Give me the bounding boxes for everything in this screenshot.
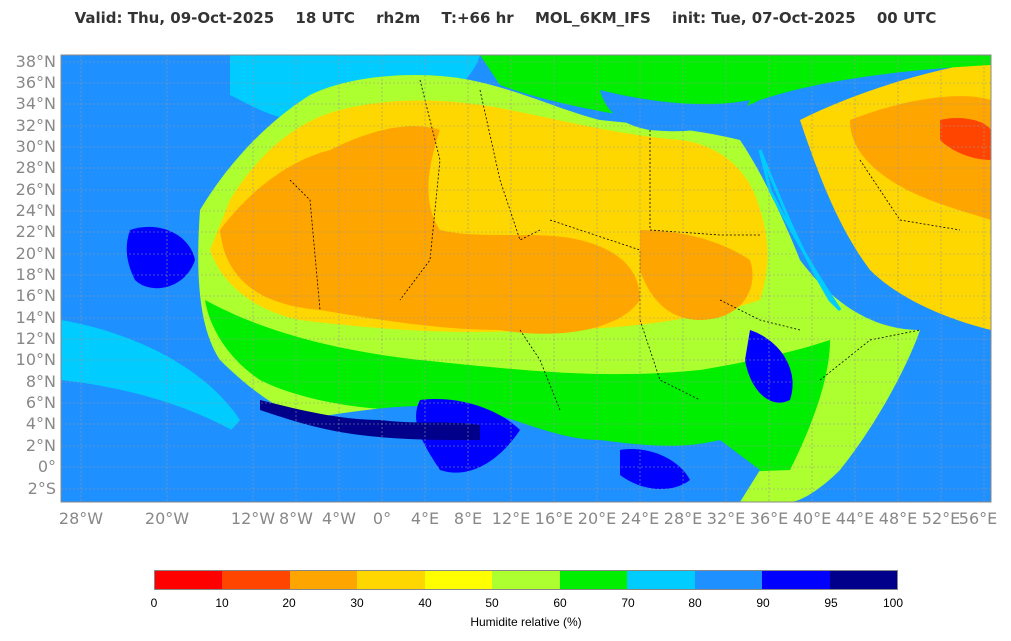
- lon-label: 20°E: [577, 509, 617, 528]
- lon-label: 56°E: [958, 509, 998, 528]
- high-humidity-cell: [745, 330, 793, 403]
- colorbar-tick: 90: [756, 596, 770, 610]
- lat-label: 18°N: [15, 265, 56, 284]
- lon-label: 4°W: [322, 509, 356, 528]
- init-time: 00 UTC: [876, 9, 937, 27]
- lon-label: 36°E: [749, 509, 789, 528]
- lat-label: 0°: [37, 457, 56, 476]
- colorbar-swatch: [492, 571, 560, 589]
- colorbar-tick: 20: [282, 596, 296, 610]
- lon-label: 24°E: [620, 509, 660, 528]
- init-date: init: Tue, 07-Oct-2025: [672, 9, 856, 27]
- colorbar-tick: 40: [418, 596, 432, 610]
- colorbar: [154, 570, 898, 590]
- lon-label: 8°W: [279, 509, 313, 528]
- ocean-humidity-patch: [61, 380, 320, 502]
- sahara-very-dry-core: [640, 230, 753, 320]
- lon-label: 4°E: [410, 509, 440, 528]
- colorbar-swatch: [289, 571, 358, 589]
- lat-label: 20°N: [15, 244, 56, 263]
- valid-time: 18 UTC: [295, 9, 355, 27]
- lat-label: 2°S: [27, 479, 56, 498]
- high-humidity-cell: [126, 226, 195, 289]
- lat-label: 22°N: [15, 222, 56, 241]
- lon-label: 20°W: [144, 509, 190, 528]
- lat-label: 4°N: [25, 414, 56, 433]
- lat-label: 2°N: [25, 436, 56, 455]
- red-sea: [758, 149, 842, 312]
- model-name: MOL_6KM_IFS: [534, 9, 651, 27]
- sahel-green-belt: [205, 300, 830, 480]
- lon-label: 44°E: [835, 509, 875, 528]
- lat-label: 16°N: [15, 286, 56, 305]
- sahara-very-dry-core: [220, 126, 640, 334]
- colorbar-tick: 10: [215, 596, 229, 610]
- lat-label: 36°N: [15, 73, 56, 92]
- lead-time: T:+66 hr: [441, 9, 514, 27]
- colorbar-tick: 50: [485, 596, 499, 610]
- lat-label: 26°N: [15, 180, 56, 199]
- lat-label: 6°N: [25, 393, 56, 412]
- colorbar-label: Humidite relative (%): [470, 615, 582, 629]
- colorbar-tick: 70: [621, 596, 635, 610]
- colorbar-tick: 0: [150, 596, 158, 610]
- lat-label: 8°N: [25, 372, 56, 391]
- colorbar-swatch: [357, 571, 425, 589]
- colorbar-swatch: [559, 571, 628, 589]
- arabia-very-dry-cell: [940, 118, 991, 160]
- colorbar-swatch: [694, 571, 763, 589]
- high-humidity-cell: [620, 449, 690, 490]
- valid-date: Valid: Thu, 09-Oct-2025: [74, 9, 275, 27]
- colorbar-tick: 80: [688, 596, 702, 610]
- colorbar-swatch: [155, 571, 223, 589]
- variable-name: rh2m: [376, 9, 421, 27]
- colorbar-swatch: [424, 571, 493, 589]
- graticule: [61, 55, 991, 502]
- lon-label: 52°E: [921, 509, 961, 528]
- coastal-saturation-band: [260, 400, 480, 440]
- colorbar-tick: 95: [824, 596, 838, 610]
- colorbar-swatch: [762, 571, 830, 589]
- lon-label: 28°W: [58, 509, 104, 528]
- colorbar-tick: 30: [350, 596, 364, 610]
- lon-label: 8°E: [453, 509, 483, 528]
- lon-label: 16°E: [534, 509, 574, 528]
- lon-label: 12°E: [491, 509, 531, 528]
- lat-label: 24°N: [15, 201, 56, 220]
- lat-label: 12°N: [15, 329, 56, 348]
- colorbar-swatch: [627, 571, 695, 589]
- lon-label: 40°E: [792, 509, 832, 528]
- ocean-humidity-patch: [79, 60, 240, 188]
- lat-label: 14°N: [15, 308, 56, 327]
- mediterranean-sea: [600, 90, 750, 132]
- map-frame: [60, 54, 992, 503]
- lat-label: 34°N: [15, 94, 56, 113]
- lat-label: 38°N: [15, 52, 56, 71]
- lat-label: 30°N: [15, 137, 56, 156]
- lat-label: 10°N: [15, 350, 56, 369]
- lon-label: 32°E: [706, 509, 746, 528]
- lon-label: 48°E: [878, 509, 918, 528]
- lon-label: 0°: [372, 509, 392, 528]
- lon-label: 28°E: [663, 509, 703, 528]
- colorbar-swatch: [222, 571, 290, 589]
- lat-label: 32°N: [15, 116, 56, 135]
- map-title: Valid: Thu, 09-Oct-2025 18 UTC rh2m T:+6…: [0, 9, 1011, 27]
- lon-label: 12°W: [230, 509, 276, 528]
- lat-label: 28°N: [15, 158, 56, 177]
- colorbar-tick: 100: [882, 596, 904, 610]
- colorbar-tick: 60: [553, 596, 567, 610]
- colorbar-swatch: [829, 571, 897, 589]
